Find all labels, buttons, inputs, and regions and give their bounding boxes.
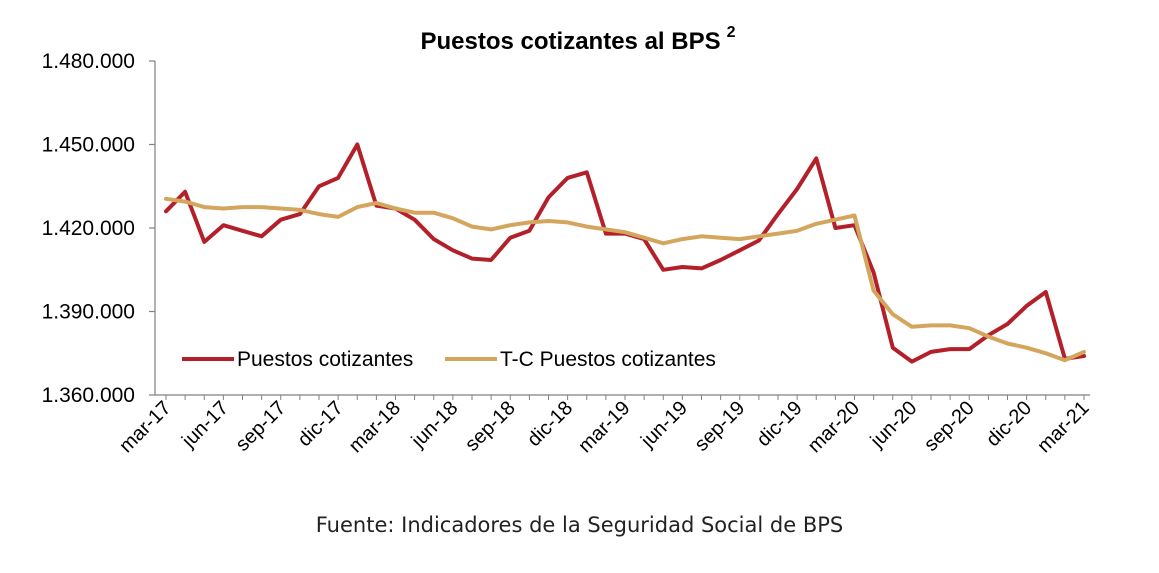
x-tick-label: mar-21: [1033, 397, 1093, 457]
y-tick-label: 1.480.000: [42, 50, 135, 73]
source-note: Fuente: Indicadores de la Seguridad Soci…: [315, 513, 844, 537]
x-tick-label: jun-17: [177, 397, 233, 453]
x-tick-label: jun-18: [407, 397, 463, 453]
legend: Puestos cotizantes T-C Puestos cotizante…: [182, 348, 716, 371]
x-tick-label: dic-17: [294, 397, 348, 451]
x-tick-label: sep-17: [231, 397, 290, 456]
y-tick-label: 1.360.000: [42, 384, 135, 407]
title-superscript: 2: [727, 24, 736, 41]
y-tick-label: 1.390.000: [42, 301, 135, 324]
y-tick-label: 1.450.000: [42, 134, 135, 157]
x-tick-label: dic-18: [523, 397, 577, 451]
chart-title: Puestos cotizantes al BPS 2: [421, 24, 736, 55]
x-tick-label: sep-20: [920, 397, 979, 456]
x-tick-label: dic-20: [982, 397, 1036, 451]
x-tick-label: sep-19: [690, 397, 749, 456]
series-line-tc-puestos-cotizantes: [164, 196, 1086, 363]
series-line-puestos-cotizantes: [164, 142, 1086, 364]
line-chart: Puestos cotizantes al BPS 2 1.360.000 1.39…: [42, 24, 1094, 457]
x-tick-label: dic-19: [753, 397, 807, 451]
x-tick-label: mar-20: [804, 397, 864, 457]
y-axis-ticks: 1.360.000 1.390.000 1.420.000 1.450.000 1.48…: [42, 50, 155, 407]
y-tick-label: 1.420.000: [42, 217, 135, 240]
series-lines: [164, 142, 1086, 364]
legend-label-puestos: Puestos cotizantes: [237, 348, 413, 371]
x-tick-label: mar-19: [574, 397, 634, 457]
axes: [154, 61, 1090, 396]
legend-label-tc: T-C Puestos cotizantes: [500, 348, 716, 371]
x-tick-label: sep-18: [461, 397, 520, 456]
x-tick-label: jun-19: [636, 397, 692, 453]
x-tick-label: jun-20: [866, 397, 922, 453]
x-tick-label: mar-18: [345, 397, 405, 457]
